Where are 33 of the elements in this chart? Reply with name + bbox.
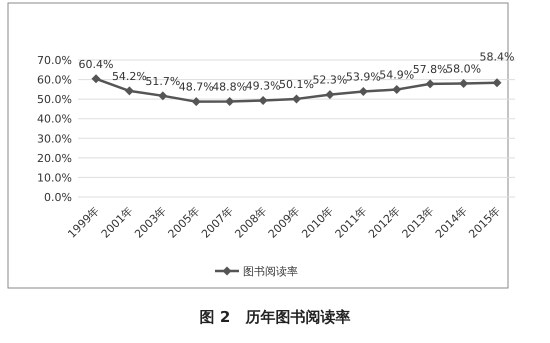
y-tick-label: 10.0%	[37, 171, 72, 184]
y-tick-label: 0.0%	[44, 191, 72, 204]
data-label: 50.1%	[279, 78, 314, 91]
text: 图 2 历年图书阅读率	[200, 308, 350, 326]
y-tick-label: 70.0%	[37, 54, 72, 67]
data-label: 54.2%	[112, 70, 147, 83]
y-tick-label: 30.0%	[37, 132, 72, 146]
y-tick-label: 20.0%	[37, 152, 72, 165]
point	[124, 86, 134, 96]
point	[492, 78, 502, 88]
data-label: 54.9%	[379, 68, 414, 82]
data-label: 51.7%	[145, 74, 180, 88]
point	[392, 85, 402, 94]
point	[358, 87, 368, 96]
y-tick-label: 60.0%	[37, 74, 72, 87]
point	[92, 74, 100, 84]
point	[192, 97, 201, 106]
data-label: 60.4%	[78, 58, 114, 71]
y-tick-label: 40.0%	[37, 112, 72, 126]
point	[292, 94, 301, 104]
legend-label: 图书阅读率	[243, 265, 298, 278]
data-label: 52.3%	[312, 74, 348, 87]
data-label: 53.9%	[346, 70, 381, 84]
data-label: 58.0%	[446, 62, 482, 76]
data-label: 49.3%	[246, 80, 281, 93]
y-tick-label: 50.0%	[37, 93, 72, 106]
point	[158, 91, 168, 100]
data-label: 57.8%	[412, 62, 448, 76]
data-label: 48.7%	[178, 80, 214, 94]
point	[225, 96, 234, 106]
data-label: 48.8%	[212, 80, 248, 94]
point	[325, 90, 334, 100]
data-label: 58.4%	[480, 50, 514, 64]
